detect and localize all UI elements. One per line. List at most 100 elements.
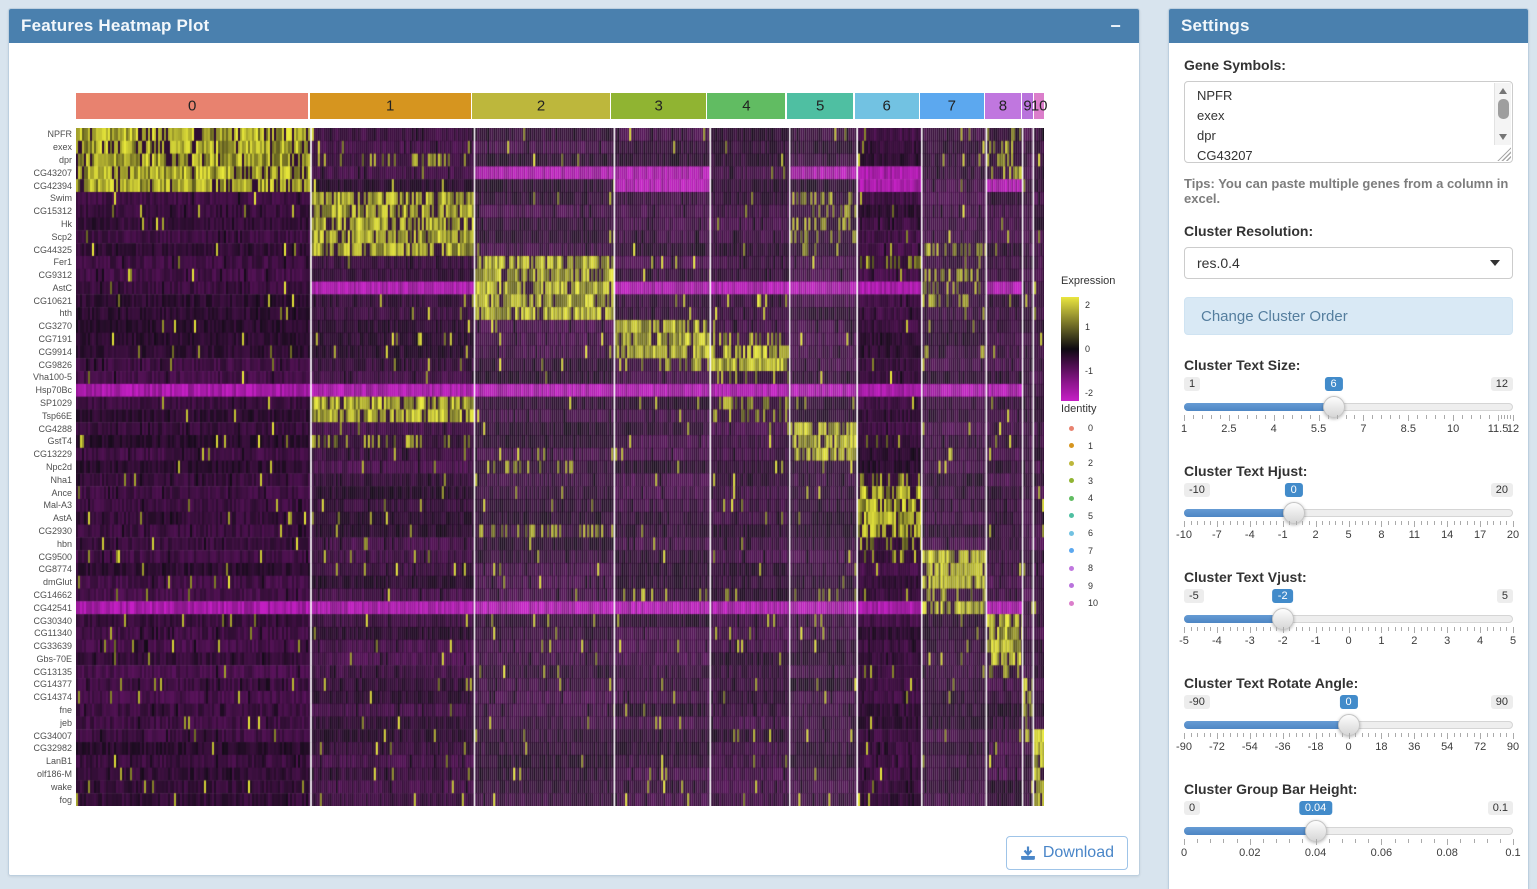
slider-tick <box>1184 733 1185 739</box>
slider-tick <box>1473 839 1475 843</box>
scrollbar-thumb[interactable] <box>1498 99 1509 119</box>
slider-tick <box>1434 627 1436 631</box>
slider-tick <box>1355 627 1357 631</box>
gene-axis-labels: NPFR exex dpr CG43207 CG42394 Swim CG15312 Hk Sc… <box>9 128 72 806</box>
slider-tick <box>1282 521 1284 527</box>
change-cluster-order-button[interactable]: Change Cluster Order <box>1184 297 1513 335</box>
slider-tick <box>1420 627 1422 631</box>
slider-tick <box>1480 521 1482 527</box>
slider-max-badge: 90 <box>1490 695 1513 709</box>
slider-label: Cluster Text Size: <box>1184 357 1301 373</box>
settings-panel-header: Settings <box>1169 9 1528 43</box>
gene-label: Fer1 <box>53 257 72 268</box>
slider-tick-label: -5 <box>1179 635 1189 647</box>
cluster-segment-label: 4 <box>742 97 751 115</box>
slider-tick <box>1462 415 1464 419</box>
slider-tick-label: -90 <box>1176 741 1192 753</box>
slider-tick <box>1276 839 1278 843</box>
identity-label: 5 <box>1088 510 1094 521</box>
gene-symbols-textarea[interactable]: NPFR exex dpr CG43207 <box>1184 81 1513 163</box>
slider-tick <box>1322 521 1324 525</box>
slider-fill <box>1184 721 1349 729</box>
slider-tick <box>1401 627 1403 631</box>
scroll-down-icon[interactable] <box>1499 134 1507 140</box>
minimize-icon[interactable]: − <box>1110 16 1121 36</box>
textarea-scrollbar[interactable] <box>1494 83 1511 145</box>
slider-tick-label: 4 <box>1270 423 1277 435</box>
slider-tick <box>1309 627 1311 631</box>
slider-tick <box>1249 839 1251 845</box>
identity-legend-item: 10 <box>1061 598 1098 608</box>
identity-label: 7 <box>1088 545 1094 556</box>
slider-tick <box>1506 521 1508 525</box>
slider-tick <box>1499 839 1501 843</box>
slider-tick <box>1269 521 1271 525</box>
identity-dot <box>1069 565 1074 571</box>
cluster-segment-label: 2 <box>536 97 546 115</box>
slider-tick-label: 54 <box>1441 741 1454 753</box>
gene-label: CG10621 <box>33 295 72 306</box>
cluster-resolution-value: res.0.4 <box>1197 255 1240 271</box>
slider-handle[interactable] <box>1282 502 1305 524</box>
slider-tick <box>1289 733 1291 737</box>
slider-tick <box>1453 627 1455 631</box>
slider-tick-label: -2 <box>1277 635 1288 647</box>
slider-tick <box>1201 415 1203 419</box>
slider-tick <box>1466 733 1468 737</box>
cluster-segment-3: 3 <box>611 93 706 119</box>
slider-tick <box>1315 627 1317 633</box>
heatmap-plot-area: 0 1 2 3 4 5 6 7 8 9 10 NPFR exex dpr CG43207 CG42394 Sw… <box>9 43 1139 875</box>
gene-label: Hsp70Bc <box>35 385 72 396</box>
identity-label: 3 <box>1088 475 1094 486</box>
slider-tick <box>1471 415 1473 419</box>
slider-tick <box>1318 415 1320 421</box>
slider-tick <box>1203 521 1205 525</box>
gene-label: CG42394 <box>33 180 72 191</box>
slider-tick <box>1460 839 1462 843</box>
gene-label: CG2930 <box>38 525 72 536</box>
identity-label: 2 <box>1088 458 1094 468</box>
download-icon <box>1020 846 1035 860</box>
slider-tick <box>1381 415 1383 419</box>
slider-tick <box>1345 415 1347 419</box>
slider-tick <box>1203 627 1205 631</box>
slider-tick-label: 12 <box>1506 423 1520 435</box>
slider-tick-label: 0 <box>1180 847 1188 859</box>
scroll-up-icon[interactable] <box>1499 88 1507 94</box>
identity-legend-title: Identity <box>1061 403 1097 415</box>
gene-label: CG11340 <box>34 628 72 639</box>
slider-tick <box>1427 521 1429 525</box>
slider-tick <box>1407 627 1409 631</box>
slider-tick-label: 3 <box>1444 635 1451 647</box>
slider-tick-label: -54 <box>1241 741 1258 753</box>
identity-dot <box>1069 548 1074 553</box>
slider-tick <box>1322 733 1324 737</box>
gene-label: CG9826 <box>38 359 72 370</box>
gene-label: SP1029 <box>39 398 72 409</box>
gene-label: CG15312 <box>33 206 72 217</box>
expression-tick-label: 0 <box>1085 344 1091 354</box>
slider-tick <box>1486 839 1488 843</box>
slider-tick <box>1374 733 1376 737</box>
gene-label: CG9914 <box>38 346 72 357</box>
download-button[interactable]: Download <box>1005 836 1128 870</box>
slider-tick <box>1510 415 1511 419</box>
slider-tick <box>1434 839 1436 843</box>
identity-dot <box>1069 530 1074 536</box>
slider-tick <box>1399 415 1401 419</box>
slider-tick <box>1282 415 1284 419</box>
slider-tick-label: -36 <box>1274 741 1291 753</box>
cluster-resolution-select[interactable]: res.0.4 <box>1184 247 1513 279</box>
slider-tick <box>1394 733 1396 737</box>
slider-tick <box>1230 733 1232 737</box>
slider-tick <box>1504 415 1506 419</box>
gene-label: CG30340 <box>33 615 72 626</box>
expression-tick-label: -2 <box>1085 388 1094 398</box>
resize-grip-icon[interactable] <box>1497 147 1511 161</box>
slider-value-badge: 6 <box>1324 377 1343 391</box>
slider-tick <box>1276 521 1278 525</box>
slider-handle[interactable] <box>1322 396 1345 418</box>
slider-tick <box>1417 415 1419 419</box>
slider-tick <box>1236 733 1238 737</box>
slider-tick <box>1282 627 1284 633</box>
